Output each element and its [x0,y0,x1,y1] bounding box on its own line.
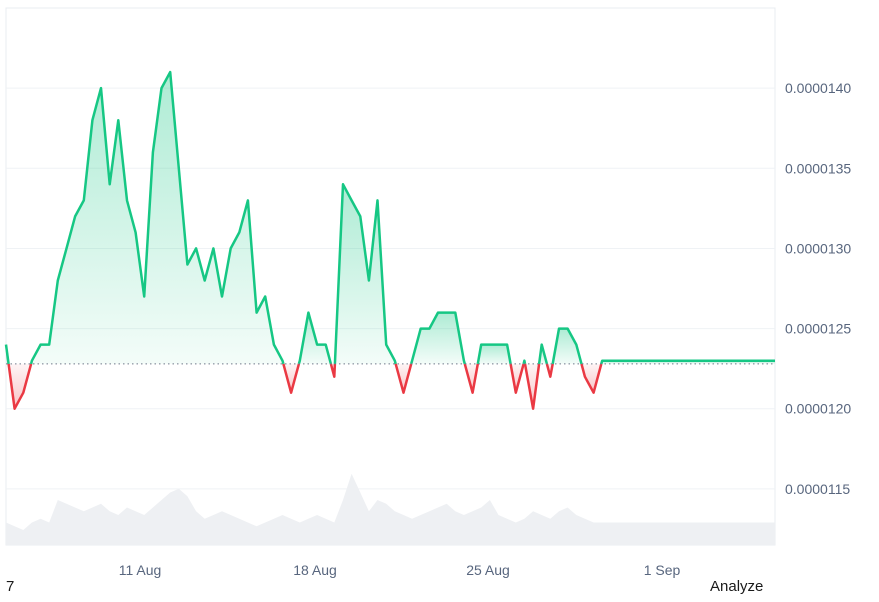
y-tick-label: 0.0000125 [785,321,851,337]
line-below-baseline [282,363,301,394]
line-above-baseline [476,343,512,365]
analyze-button[interactable]: Analyze [710,578,764,595]
x-tick-label: 1 Sep [644,562,681,578]
area-below-baseline [581,363,602,393]
area-below-baseline [395,363,412,393]
x-tick-label: 11 Aug [119,562,162,578]
x-tick-label: 25 Aug [466,562,510,578]
line-below-baseline [329,363,337,378]
area-below-baseline [525,363,540,409]
price-line [4,70,775,410]
area-above-baseline [411,312,465,364]
volume-shape [6,473,775,545]
y-tick-label: 0.0000140 [785,80,851,96]
area-above-baseline [477,344,511,364]
area-below-baseline [283,363,299,393]
line-below-baseline [463,363,480,394]
line-below-baseline [545,363,554,378]
area-above-baseline [552,328,582,364]
y-tick-label: 0.0000135 [785,160,851,176]
line-above-baseline [29,70,285,365]
area-above-baseline [334,184,396,364]
line-above-baseline [4,344,10,365]
line-above-baseline [522,359,527,365]
line-above-baseline [600,359,775,365]
line-above-baseline [409,311,467,365]
x-tick-label: 18 Aug [293,562,337,578]
y-tick-label: 0.0000130 [785,240,851,256]
line-below-baseline [523,363,541,410]
area-below-baseline [510,363,524,393]
y-tick-label: 0.0000115 [785,481,850,497]
x-axis-ticks: 11 Aug 18 Aug 25 Aug 1 Sep [119,562,681,578]
y-tick-label: 0.0000120 [785,401,851,417]
line-below-baseline [580,363,603,394]
line-below-baseline [509,363,525,394]
line-above-baseline [537,343,549,365]
price-area [6,72,775,409]
footer-left-label: 7 [6,578,15,595]
line-above-baseline [297,311,333,365]
area-below-baseline [464,363,478,393]
line-above-baseline [333,183,397,365]
volume-area [6,473,775,545]
line-below-baseline [394,363,413,394]
line-below-baseline [7,363,33,410]
line-above-baseline [551,327,583,365]
y-axis-ticks: 0.0000140 0.0000135 0.0000130 0.0000125 0.00… [785,80,851,497]
